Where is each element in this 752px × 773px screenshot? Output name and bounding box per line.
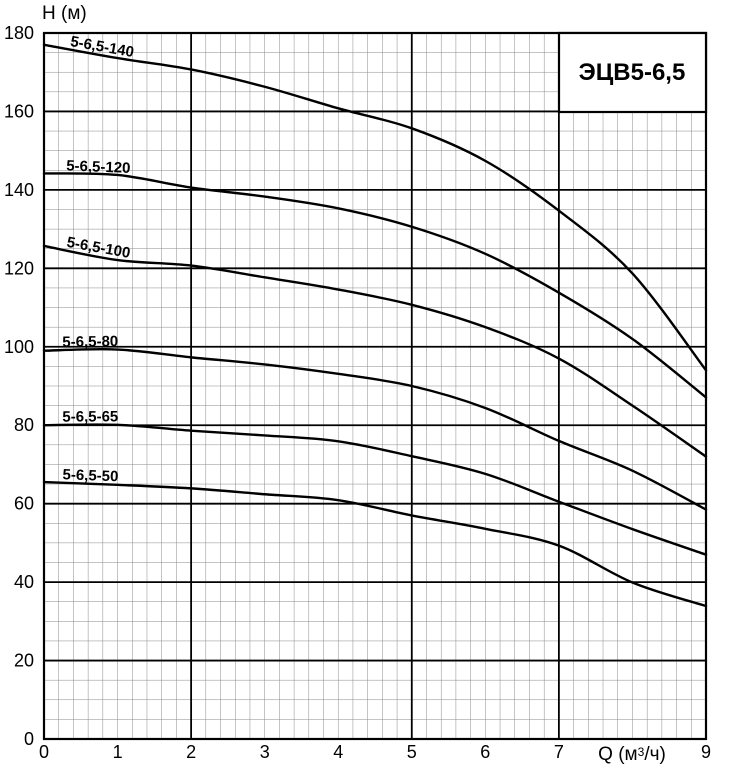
svg-text:140: 140 bbox=[4, 180, 34, 200]
svg-text:1: 1 bbox=[113, 742, 123, 762]
svg-text:6: 6 bbox=[480, 742, 490, 762]
svg-text:20: 20 bbox=[14, 651, 34, 671]
svg-text:5-6,5-140: 5-6,5-140 bbox=[69, 33, 135, 61]
svg-text:7: 7 bbox=[554, 742, 564, 762]
svg-text:H (м): H (м) bbox=[42, 3, 87, 24]
svg-text:ЭЦВ5-6,5: ЭЦВ5-6,5 bbox=[579, 59, 686, 86]
svg-text:5-6,5-50: 5-6,5-50 bbox=[62, 466, 118, 485]
svg-text:4: 4 bbox=[333, 742, 343, 762]
svg-text:80: 80 bbox=[14, 415, 34, 435]
svg-text:60: 60 bbox=[14, 494, 34, 514]
svg-text:100: 100 bbox=[4, 337, 34, 357]
svg-text:120: 120 bbox=[4, 258, 34, 278]
svg-text:0: 0 bbox=[39, 742, 49, 762]
svg-text:5-6,5-80: 5-6,5-80 bbox=[62, 333, 118, 351]
svg-text:160: 160 bbox=[4, 101, 34, 121]
svg-text:0: 0 bbox=[24, 729, 34, 749]
svg-text:5-6,5-65: 5-6,5-65 bbox=[62, 408, 118, 425]
svg-text:5-6,5-120: 5-6,5-120 bbox=[66, 157, 131, 177]
svg-text:40: 40 bbox=[14, 572, 34, 592]
svg-text:Q (м3/ч): Q (м3/ч) bbox=[598, 744, 666, 765]
svg-text:9: 9 bbox=[701, 742, 711, 762]
svg-text:3: 3 bbox=[260, 742, 270, 762]
svg-text:2: 2 bbox=[186, 742, 196, 762]
svg-text:180: 180 bbox=[4, 23, 34, 43]
svg-text:5: 5 bbox=[407, 742, 417, 762]
